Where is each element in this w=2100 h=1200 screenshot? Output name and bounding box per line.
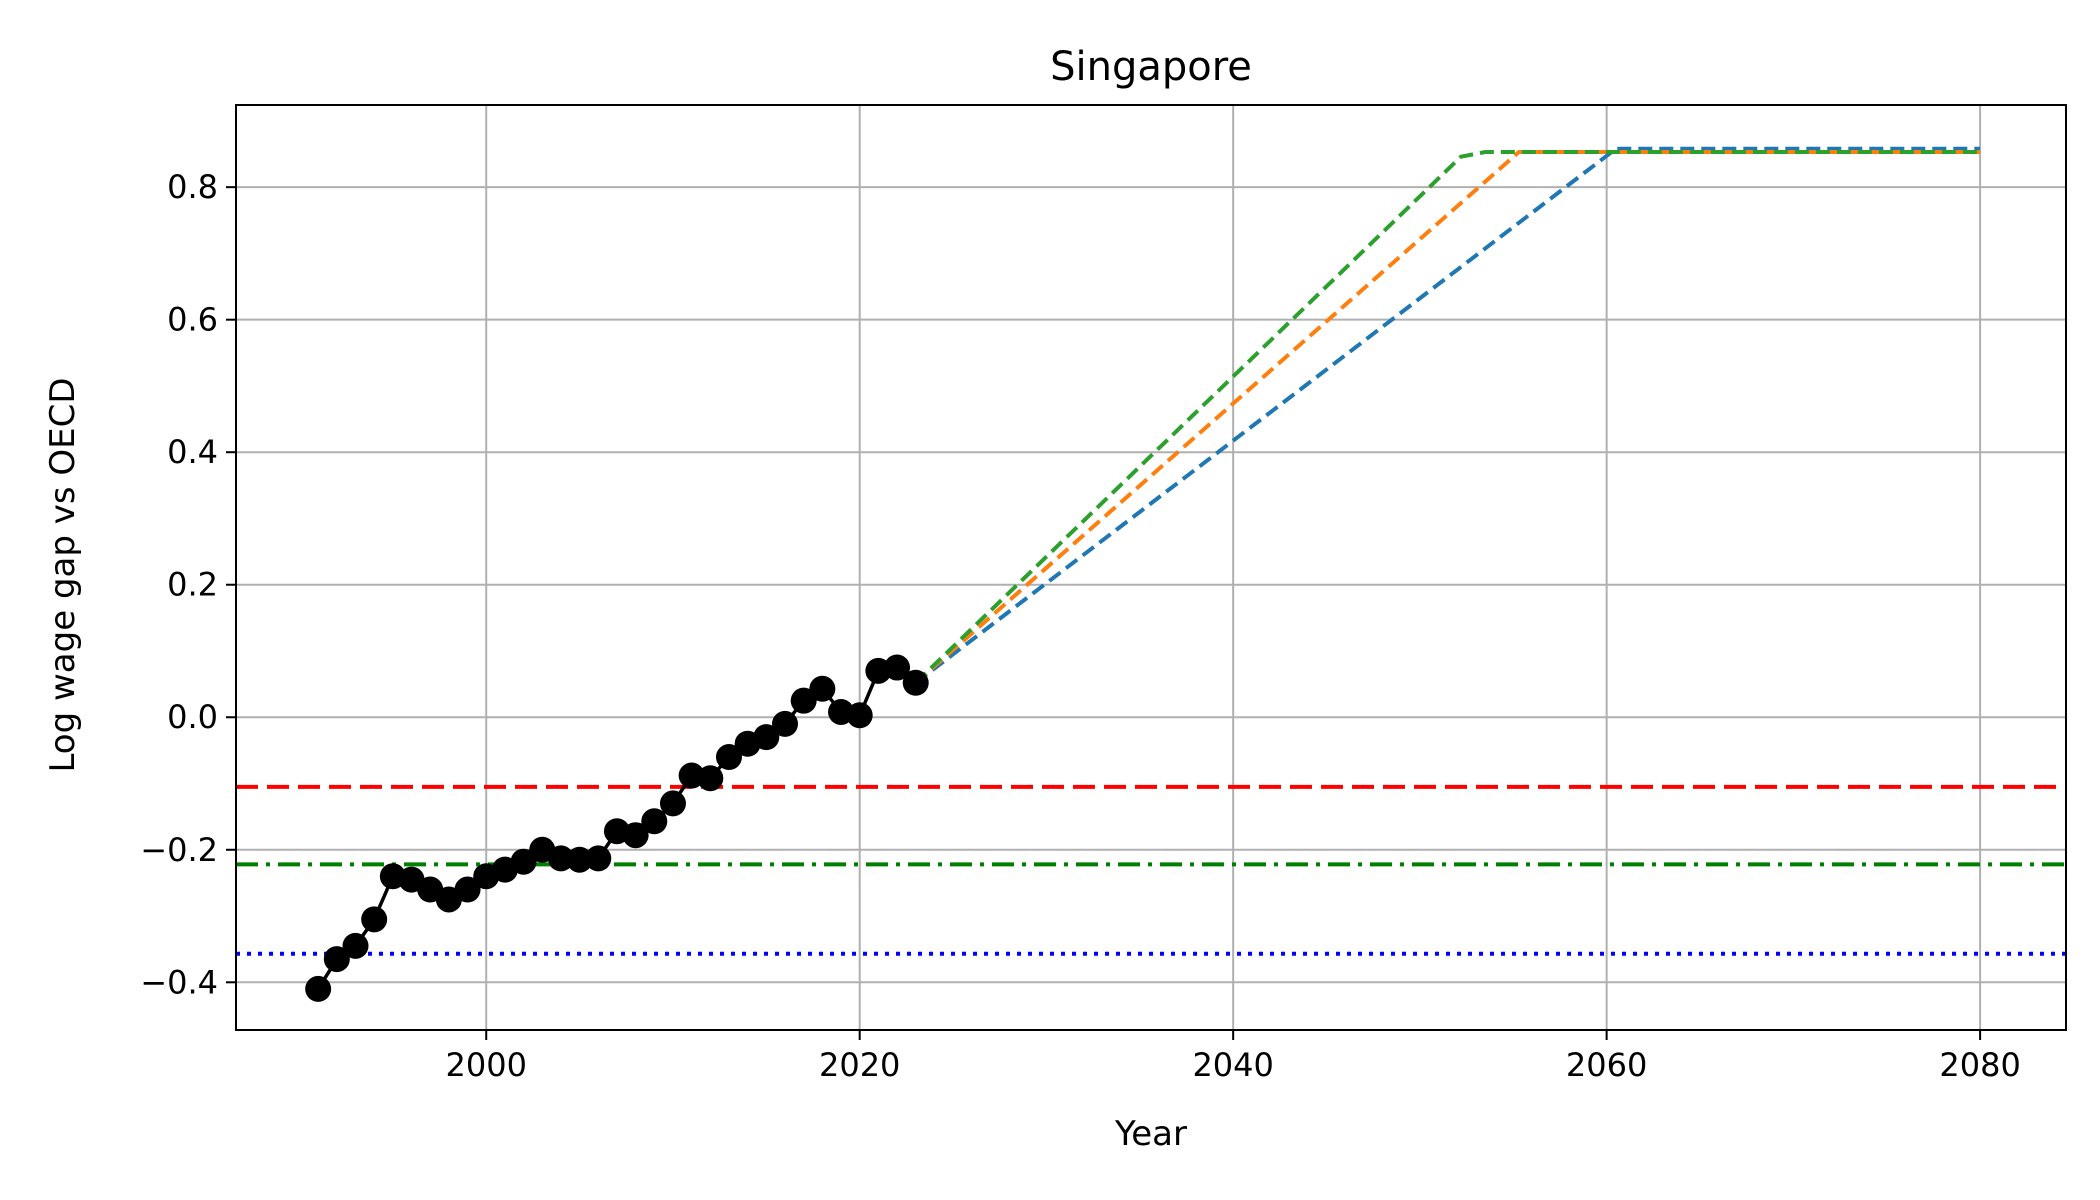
y-tick-label: 0.8 [167,168,218,206]
x-axis-label: Year [1114,1114,1187,1154]
plot-frame [235,104,2067,1031]
x-tick-label: 2020 [819,1046,900,1084]
x-axis-ticks: 2000 2020 2040 2060 2080 [446,1030,2021,1084]
y-axis-ticks: −0.4 −0.2 0.0 0.2 0.4 0.6 0.8 [140,168,236,1001]
projection-line-3 [914,150,1981,685]
historical-point [753,724,780,751]
historical-point [902,669,929,696]
historical-point [566,846,593,873]
y-axis-label: Log wage gap vs OECD [43,377,83,772]
projection-line-1 [914,146,1981,685]
y-tick-label: 0.4 [167,433,218,471]
y-tick-label: −0.4 [140,963,218,1001]
historical-point [846,702,873,729]
y-tick-label: 0.2 [167,566,218,604]
historical-point [547,845,574,872]
projection-line-2 [914,150,1981,685]
historical-point [809,675,836,702]
x-tick-label: 2080 [1939,1046,2020,1084]
chart-title: Singapore [1050,44,1252,90]
historical-point [697,765,724,792]
historical-point [884,654,911,681]
y-tick-label: 0.0 [167,698,218,736]
y-tick-label: −0.2 [140,831,218,869]
historical-point [715,744,742,771]
historical-point [641,808,668,835]
historical-point [323,946,350,973]
historical-point [342,932,369,959]
projection-lines [914,146,1981,685]
reference-lines [236,784,2066,956]
historical-point [622,822,649,849]
historical-point [659,790,686,817]
historical-point [305,975,332,1002]
historical-series [305,654,929,1002]
historical-point [772,710,798,737]
historical-point [585,845,612,872]
historical-point [790,687,817,714]
x-tick-label: 2000 [446,1046,527,1084]
historical-point [361,906,388,933]
x-tick-label: 2060 [1566,1046,1647,1084]
historical-point [510,848,537,875]
historical-point [454,876,481,903]
y-tick-label: 0.6 [167,301,218,339]
x-tick-label: 2040 [1192,1046,1273,1084]
